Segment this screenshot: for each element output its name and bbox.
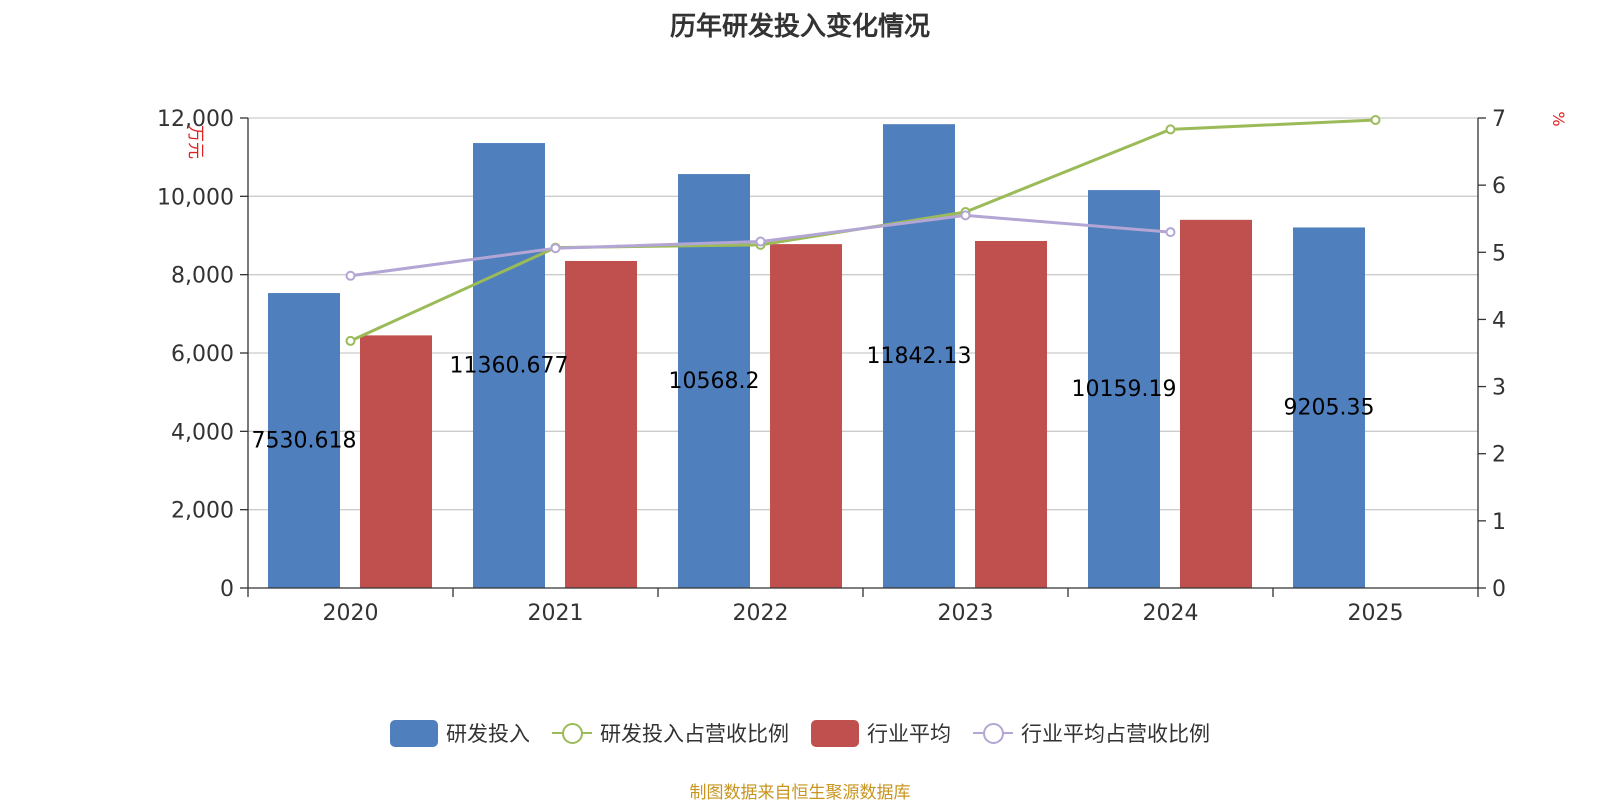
data-label-rd: 10568.2 xyxy=(669,369,760,394)
industry-ratio-point xyxy=(345,270,356,281)
right-tick-label: 3 xyxy=(1492,376,1506,401)
right-axis-label: % xyxy=(1549,111,1568,126)
bar-industry-2020 xyxy=(360,335,432,588)
right-tick-label: 2 xyxy=(1492,443,1506,468)
right-tick-label: 6 xyxy=(1492,174,1506,199)
right-tick-label: 4 xyxy=(1492,308,1506,333)
data-label-rd: 10159.19 xyxy=(1072,377,1177,402)
legend-label-rd: 研发投入 xyxy=(446,722,530,746)
legend-swatch-industry-ratio xyxy=(973,721,1013,745)
bar-industry-2022 xyxy=(770,244,842,588)
bar-rd-2023 xyxy=(883,124,955,589)
bar-rd-2025 xyxy=(1293,227,1365,588)
left-tick-label: 4,000 xyxy=(171,420,234,445)
x-tick-label: 2022 xyxy=(733,601,789,626)
bar-rd-2021 xyxy=(473,143,545,588)
data-label-rd: 11842.13 xyxy=(867,344,972,369)
x-tick-label: 2020 xyxy=(323,601,379,626)
bar-industry-2023 xyxy=(975,240,1047,588)
bar-industry-2021 xyxy=(565,260,637,588)
left-tick-label: 12,000 xyxy=(157,107,234,132)
rd-ratio-point xyxy=(1370,115,1381,126)
left-tick-label: 6,000 xyxy=(171,342,234,367)
legend-label-rd-ratio: 研发投入占营收比例 xyxy=(600,722,789,746)
rd-ratio-point xyxy=(345,335,356,346)
industry-ratio-point xyxy=(755,236,766,247)
left-tick-label: 0 xyxy=(220,577,234,602)
legend-item-rd[interactable]: 研发投入 xyxy=(390,718,530,748)
left-tick-label: 2,000 xyxy=(171,499,234,524)
legend-swatch-rd xyxy=(390,719,438,747)
legend-item-industry-ratio[interactable]: 行业平均占营收比例 xyxy=(973,718,1210,748)
right-tick-label: 1 xyxy=(1492,510,1506,535)
legend: 研发投入 研发投入占营收比例 行业平均 行业平均占营收比例 xyxy=(0,718,1600,748)
legend-label-industry-ratio: 行业平均占营收比例 xyxy=(1021,722,1210,746)
bar-rd-2024 xyxy=(1088,190,1160,588)
source-note: 制图数据来自恒生聚源数据库 xyxy=(689,783,911,803)
industry-ratio-point xyxy=(960,210,971,221)
right-tick-label: 5 xyxy=(1492,241,1506,266)
legend-label-industry: 行业平均 xyxy=(867,722,951,746)
x-tick-label: 2023 xyxy=(938,601,994,626)
x-tick-label: 2024 xyxy=(1143,601,1199,626)
industry-ratio-point xyxy=(550,243,561,254)
x-tick-label: 2021 xyxy=(528,601,584,626)
legend-item-industry[interactable]: 行业平均 xyxy=(811,718,951,748)
right-tick-label: 7 xyxy=(1492,107,1506,132)
data-label-rd: 11360.677 xyxy=(450,354,569,379)
legend-swatch-rd-ratio xyxy=(552,721,592,745)
industry-ratio-point xyxy=(1165,227,1176,238)
chart-title: 历年研发投入变化情况 xyxy=(669,12,930,42)
legend-swatch-industry xyxy=(811,719,859,747)
left-tick-label: 8,000 xyxy=(171,264,234,289)
left-tick-label: 10,000 xyxy=(157,185,234,210)
data-label-rd: 9205.35 xyxy=(1284,396,1375,421)
rd-ratio-point xyxy=(1165,124,1176,135)
bar-rd-2020 xyxy=(268,293,340,588)
right-tick-label: 0 xyxy=(1492,577,1506,602)
data-label-rd: 7530.618 xyxy=(252,429,357,454)
x-tick-label: 2025 xyxy=(1348,601,1404,626)
bar-industry-2024 xyxy=(1180,219,1252,589)
legend-item-rd-ratio[interactable]: 研发投入占营收比例 xyxy=(552,718,789,748)
left-axis-label: 万元 xyxy=(185,125,205,159)
